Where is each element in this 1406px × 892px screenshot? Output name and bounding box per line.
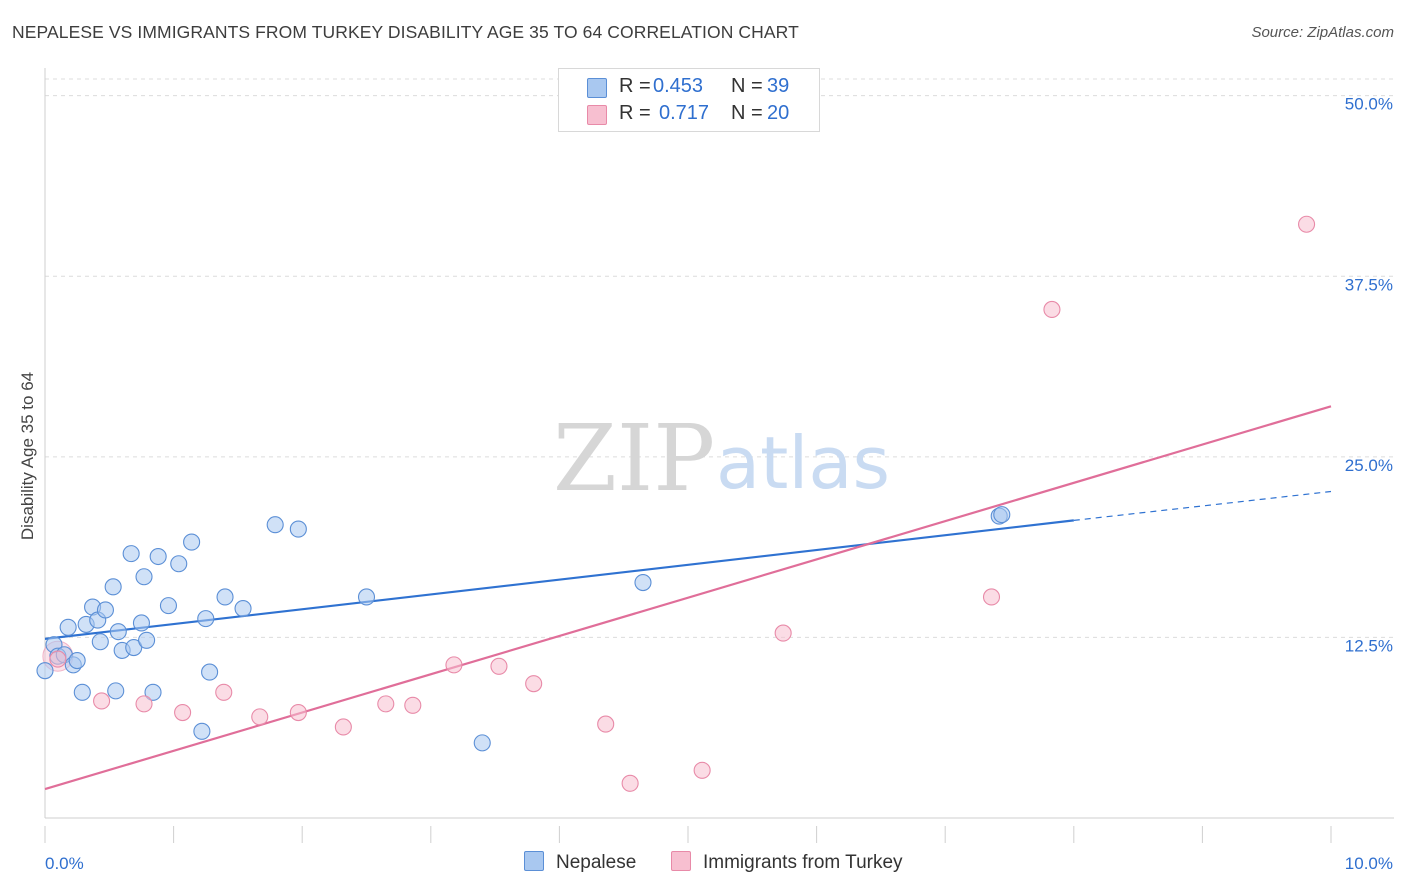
chart-title: NEPALESE VS IMMIGRANTS FROM TURKEY DISAB…: [12, 22, 799, 42]
point-nepalese: [109, 623, 127, 641]
point-nepalese: [149, 547, 167, 566]
y-axis-label: Disability Age 35 to 64: [18, 372, 37, 540]
correlation-legend: R = 0.453 N = 39 R = 0.717 N = 20: [558, 68, 820, 132]
x-tick-label-max: 10.0%: [1345, 854, 1393, 873]
point-nepalese: [357, 588, 376, 606]
point-nepalese: [473, 734, 491, 752]
bottom-legend-label-turkey: Immigrants from Turkey: [703, 852, 903, 873]
y-tick-label: 12.5%: [1345, 636, 1393, 655]
legend-r-value: 0.453: [653, 75, 704, 97]
point-nepalese: [96, 601, 114, 619]
point-nepalese: [59, 618, 77, 636]
point-nepalese: [159, 597, 178, 615]
point-nepalese: [135, 568, 153, 586]
point-turkey: [1043, 300, 1061, 319]
legend-r-label: R =: [619, 102, 651, 124]
bottom-legend-label-nepalese: Nepalese: [556, 852, 637, 873]
point-nepalese: [216, 588, 234, 606]
point-turkey: [597, 715, 615, 733]
point-nepalese: [193, 722, 211, 740]
point-nepalese: [68, 651, 86, 670]
x-tick-label-min: 0.0%: [45, 854, 84, 873]
point-nepalese: [104, 578, 122, 596]
point-turkey: [377, 695, 395, 713]
chart-source: Source: ZipAtlas.com: [1251, 24, 1394, 41]
bottom-legend-swatch-turkey: [671, 851, 691, 871]
point-turkey: [404, 696, 422, 714]
point-turkey: [334, 718, 352, 736]
ylabel-layer: Disability Age 35 to 64: [18, 372, 37, 540]
point-nepalese: [266, 516, 284, 534]
watermark-atlas: atlas: [716, 421, 890, 505]
trend-line-nepalese-extension: [1073, 490, 1332, 521]
legend-swatch-turkey: [587, 105, 607, 125]
bottom-legend-nepalese: Nepalese: [524, 851, 636, 874]
grid-layer: [45, 78, 1394, 638]
point-turkey: [1298, 215, 1316, 233]
point-nepalese: [132, 614, 150, 632]
point-turkey: [251, 708, 269, 726]
point-turkey: [93, 692, 111, 710]
legend-n-value: 39: [767, 75, 790, 97]
point-turkey: [445, 656, 463, 674]
point-turkey: [174, 703, 192, 722]
tick-label-layer: 12.5% 25.0% 37.5% 50.0% 0.0% 10.0%: [45, 95, 1393, 873]
legend-n-value: 20: [767, 102, 790, 124]
bottom-legend-turkey: Immigrants from Turkey: [671, 851, 903, 874]
trend-line-nepalese: [44, 519, 1074, 640]
point-nepalese: [634, 573, 652, 592]
point-nepalese: [122, 545, 140, 563]
point-nepalese: [107, 682, 125, 700]
bottom-legend-swatch-nepalese: [524, 851, 544, 871]
point-nepalese: [183, 533, 201, 551]
legend-swatch-nepalese: [587, 78, 607, 98]
point-nepalese: [36, 662, 54, 680]
point-nepalese: [144, 683, 162, 701]
point-nepalese: [125, 638, 143, 657]
legend-r-label: R =: [619, 75, 651, 97]
point-nepalese: [170, 555, 188, 573]
point-turkey: [774, 624, 792, 642]
point-turkey: [982, 588, 1001, 606]
point-turkey: [621, 774, 639, 792]
points-layer: [36, 215, 1316, 792]
point-turkey: [490, 657, 508, 675]
y-tick-label: 50.0%: [1345, 95, 1393, 114]
y-tick-label: 25.0%: [1345, 456, 1393, 475]
point-nepalese: [91, 633, 109, 651]
point-turkey: [135, 695, 153, 713]
point-turkey: [525, 675, 543, 693]
point-nepalese: [73, 683, 91, 701]
point-turkey: [289, 703, 307, 722]
watermark: ZIP atlas: [553, 405, 890, 512]
point-nepalese: [234, 599, 252, 618]
y-tick-label: 37.5%: [1345, 275, 1393, 294]
point-turkey: [49, 650, 67, 668]
legend-n-label: N =: [731, 75, 763, 97]
axes-layer: [44, 68, 1394, 843]
point-nepalese: [289, 520, 307, 538]
legend-n-label: N =: [731, 102, 763, 124]
legend-r-value: 0.717: [659, 102, 710, 124]
point-nepalese: [993, 506, 1011, 524]
point-turkey: [693, 761, 711, 779]
watermark-zip: ZIP: [553, 405, 715, 512]
point-nepalese: [138, 631, 156, 649]
point-nepalese: [197, 610, 215, 628]
point-turkey: [215, 683, 233, 701]
point-nepalese: [201, 663, 219, 681]
